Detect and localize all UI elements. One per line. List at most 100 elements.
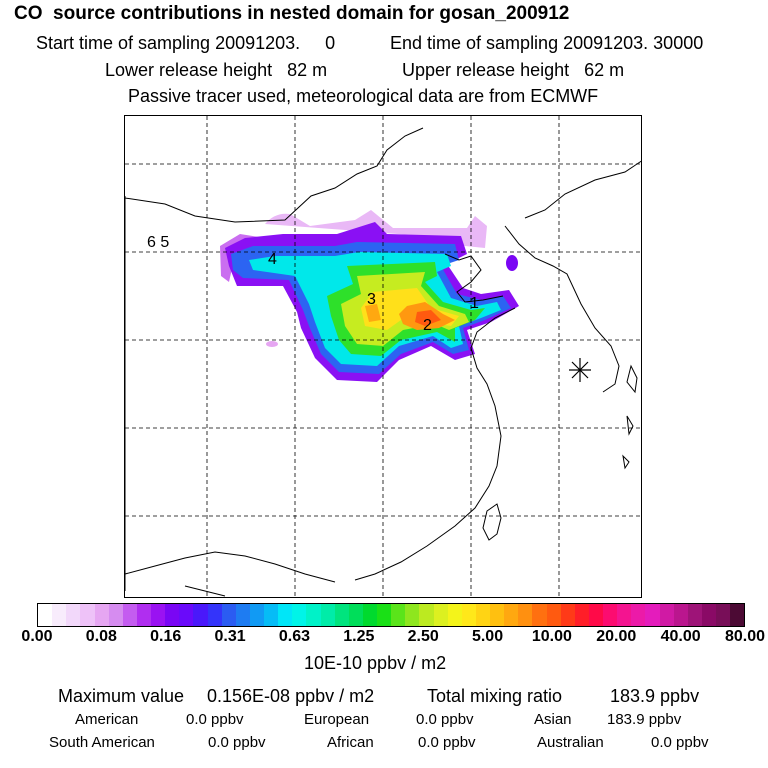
color-scale-cell <box>278 604 293 626</box>
taiwan <box>482 503 502 541</box>
color-scale-cell <box>490 604 505 626</box>
color-scale-cell <box>38 604 53 626</box>
color-scale-cell <box>306 604 321 626</box>
color-scale-tick-label: 0.63 <box>278 628 311 645</box>
color-scale-cell <box>603 604 618 626</box>
color-scale-cell <box>377 604 392 626</box>
color-scale-cell <box>532 604 547 626</box>
asian-value: 183.9 ppbv <box>607 711 682 728</box>
total-mixing-value: 183.9 ppbv <box>610 686 700 706</box>
border-interior <box>125 196 226 597</box>
field-orange-west <box>365 304 381 322</box>
field-spot-east <box>506 255 518 271</box>
color-scale-cell <box>701 604 716 626</box>
color-scale-cell <box>475 604 490 626</box>
color-scale-cell <box>264 604 279 626</box>
color-scale-cell <box>362 604 377 626</box>
color-scale-cell <box>461 604 476 626</box>
color-scale-cell <box>348 604 363 626</box>
color-scale-cell <box>221 604 236 626</box>
max-value-label: Maximum value <box>58 686 185 706</box>
source-label-2: 2 <box>423 317 432 334</box>
border-north <box>125 127 424 223</box>
color-scale-cell <box>193 604 208 626</box>
color-scale-tick-label: 1.25 <box>343 628 375 645</box>
end-time-text: End time of sampling 20091203. 30000 <box>390 33 704 53</box>
color-scale-cell <box>249 604 264 626</box>
color-scale-cell <box>617 604 632 626</box>
source-label-65: 6 5 <box>147 234 169 251</box>
color-scale-cell <box>687 604 702 626</box>
color-scale-tick-label: 2.50 <box>407 628 439 645</box>
color-scale-tick-label: 0.16 <box>150 628 182 645</box>
color-scale-cell <box>136 604 151 626</box>
color-scale-tick-label: 40.00 <box>660 628 701 645</box>
grid-lines <box>125 116 641 597</box>
start-time-text: Start time of sampling 20091203. 0 <box>36 33 336 53</box>
color-scale-tick-label: 10.00 <box>531 628 572 645</box>
color-scale-cell <box>631 604 646 626</box>
color-scale-cell <box>645 604 660 626</box>
color-scale-cell <box>179 604 194 626</box>
color-scale-cell <box>518 604 533 626</box>
coast-korea <box>504 225 620 393</box>
color-scale-cell <box>80 604 95 626</box>
color-scale-cell <box>716 604 731 626</box>
asterisk-icon <box>569 358 591 382</box>
color-scale-cell <box>546 604 561 626</box>
south-american-label: South American <box>49 734 155 751</box>
american-label: American <box>75 711 139 728</box>
border-northeast <box>524 160 641 219</box>
coast-bohai <box>444 253 504 303</box>
total-mixing-label: Total mixing ratio <box>427 686 563 706</box>
map-panel: 1 2 3 4 6 5 <box>124 115 642 598</box>
south-american-value: 0.0 ppbv <box>208 734 266 751</box>
african-label: African <box>327 734 374 751</box>
color-scale-tick-label: 0.31 <box>214 628 246 645</box>
color-scale-cell <box>560 604 575 626</box>
color-scale-cell <box>292 604 307 626</box>
concentration-field <box>220 210 519 382</box>
color-scale-cell <box>447 604 462 626</box>
color-scale-cell <box>165 604 180 626</box>
color-scale-cell <box>574 604 589 626</box>
color-scale-cell <box>52 604 67 626</box>
color-scale-unit: 10E-10 ppbv / m2 <box>304 653 447 673</box>
color-scale-cell <box>122 604 137 626</box>
american-value: 0.0 ppbv <box>186 711 244 728</box>
lower-release-height-text: Lower release height 82 m <box>105 60 328 80</box>
color-scale-cell <box>108 604 123 626</box>
asian-label: Asian <box>534 711 572 728</box>
japan-islands <box>622 364 638 470</box>
color-scale-cell <box>405 604 420 626</box>
coast-china <box>354 307 516 581</box>
color-scale-tick-label: 0.00 <box>21 628 53 645</box>
color-scale-cell <box>433 604 448 626</box>
european-label: European <box>304 711 370 728</box>
map-canvas: 1 2 3 4 6 5 <box>125 116 641 597</box>
color-scale-cell <box>235 604 250 626</box>
upper-release-height-text: Upper release height 62 m <box>402 60 625 80</box>
source-label-1: 1 <box>470 295 479 312</box>
color-scale-tick-label: 20.00 <box>596 628 637 645</box>
australian-value: 0.0 ppbv <box>651 734 709 751</box>
australian-label: Australian <box>537 734 604 751</box>
color-scale-cell <box>334 604 349 626</box>
color-scale-cell <box>588 604 603 626</box>
field-spot-south <box>266 341 278 347</box>
color-scale-tick-label: 80.00 <box>724 628 766 645</box>
color-scale-cell <box>730 604 745 626</box>
color-scale-tick-label: 5.00 <box>471 628 504 645</box>
african-value: 0.0 ppbv <box>418 734 476 751</box>
tracer-info-text: Passive tracer used, meteorological data… <box>128 86 599 106</box>
color-scale-cell <box>207 604 222 626</box>
color-scale-cell <box>659 604 674 626</box>
color-scale-cell <box>391 604 406 626</box>
field-red-core <box>415 310 441 326</box>
color-scale-cell <box>94 604 109 626</box>
european-value: 0.0 ppbv <box>416 711 474 728</box>
color-scale-cell <box>419 604 434 626</box>
border-south <box>125 551 336 583</box>
color-scale-cell <box>66 604 81 626</box>
source-label-3: 3 <box>367 291 376 308</box>
